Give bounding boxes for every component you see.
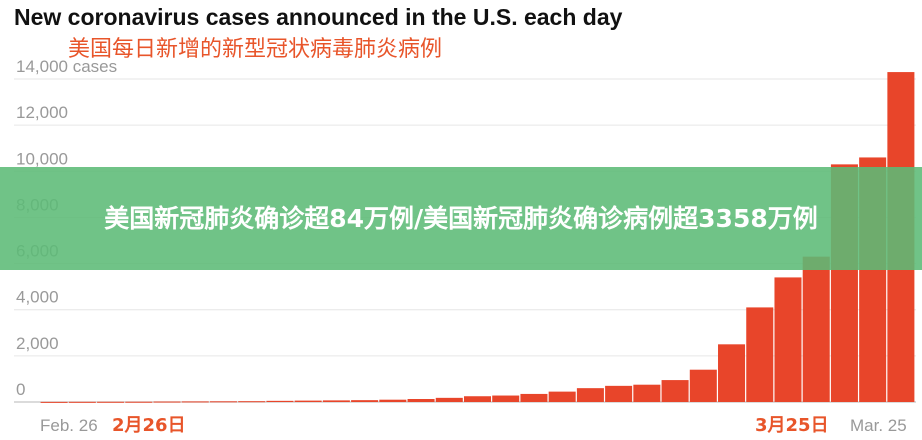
y-tick-label: 14,000 cases <box>16 57 117 76</box>
x-label-end-en: Mar. 25 <box>850 416 907 435</box>
bars <box>40 72 915 403</box>
x-label-start-en: Feb. 26 <box>40 416 98 435</box>
y-tick-label: 0 <box>16 380 25 399</box>
bar <box>633 384 661 402</box>
x-axis-labels: Feb. 26 2月26日 3月25日 Mar. 25 <box>40 415 907 436</box>
bar <box>153 401 181 403</box>
bar <box>322 400 350 402</box>
bar <box>379 399 407 402</box>
bar <box>40 401 68 403</box>
bar <box>238 401 266 403</box>
bar <box>802 256 830 402</box>
y-tick-label: 12,000 <box>16 103 68 122</box>
bar <box>266 400 294 402</box>
bar <box>746 307 774 402</box>
bar <box>689 369 717 402</box>
chart-subtitle: 美国每日新增的新型冠状病毒肺炎病例 <box>68 37 443 62</box>
bar <box>435 397 463 402</box>
bar <box>661 380 689 402</box>
headline-banner-text: 美国新冠肺炎确诊超84万例/美国新冠肺炎确诊病例超3358万例 <box>104 203 818 233</box>
bar <box>68 401 96 403</box>
headline-banner: 美国新冠肺炎确诊超84万例/美国新冠肺炎确诊病例超3358万例 <box>0 167 922 270</box>
bar <box>774 277 802 402</box>
y-tick-label: 4,000 <box>16 288 59 307</box>
bar <box>407 399 435 402</box>
chart-title: New coronavirus cases announced in the U… <box>14 4 623 30</box>
bar <box>125 401 153 403</box>
y-tick-label: 10,000 <box>16 149 68 168</box>
x-label-start-cn: 2月26日 <box>112 415 186 436</box>
bar <box>351 400 379 402</box>
bar <box>294 400 322 402</box>
bar <box>463 396 492 402</box>
bar <box>718 344 746 402</box>
bar <box>209 401 237 403</box>
bar <box>605 385 633 402</box>
bar <box>548 391 576 402</box>
bar <box>97 401 125 403</box>
bar <box>492 395 520 402</box>
bar <box>520 393 548 402</box>
x-label-end-cn: 3月25日 <box>755 415 829 436</box>
y-tick-label: 2,000 <box>16 334 59 353</box>
bar <box>181 401 209 403</box>
bar <box>576 388 604 402</box>
